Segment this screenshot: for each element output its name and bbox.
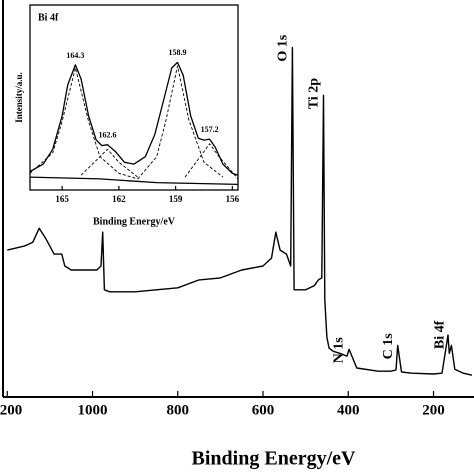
spectrum-line xyxy=(137,65,224,180)
x-axis-label: Binding Energy/eV xyxy=(192,448,356,470)
spectrum-line xyxy=(184,143,239,180)
spectrum-line xyxy=(29,61,239,176)
peak-annotation: O 1s xyxy=(276,34,291,61)
spectrum-line xyxy=(7,46,473,376)
x-tick-label: 600 xyxy=(252,402,275,418)
inset-frame xyxy=(29,4,239,191)
x-tick-label: 156 xyxy=(226,194,240,204)
spectrum-line xyxy=(80,148,139,178)
x-axis-label: Binding Energy/eV xyxy=(93,216,176,227)
spectrum-line xyxy=(29,176,239,186)
peak-annotation: N 1s xyxy=(331,337,346,364)
peak-label: 164.3 xyxy=(66,51,84,60)
peak-annotation: Ti 2p xyxy=(307,78,322,109)
peak-annotation: C 1s xyxy=(381,333,396,360)
x-tick-label: 1000 xyxy=(78,402,108,418)
x-tick-label: 200 xyxy=(422,402,445,418)
x-tick-label: 400 xyxy=(337,402,360,418)
y-axis-label: Intensity/a.u. xyxy=(14,72,24,123)
x-tick-label: 800 xyxy=(167,402,190,418)
peak-annotation: Bi 4f xyxy=(432,320,447,349)
peak-label: 157.2 xyxy=(201,125,219,134)
peak-label: 162.6 xyxy=(99,131,117,140)
x-tick-label: 1200 xyxy=(0,402,22,418)
inset-title: Bi 4f xyxy=(38,12,59,23)
x-tick-label: 159 xyxy=(169,194,183,204)
x-tick-label: 162 xyxy=(112,194,126,204)
peak-label: 158.9 xyxy=(168,48,186,57)
x-tick-label: 165 xyxy=(55,194,69,204)
spectrum-line xyxy=(29,67,138,180)
